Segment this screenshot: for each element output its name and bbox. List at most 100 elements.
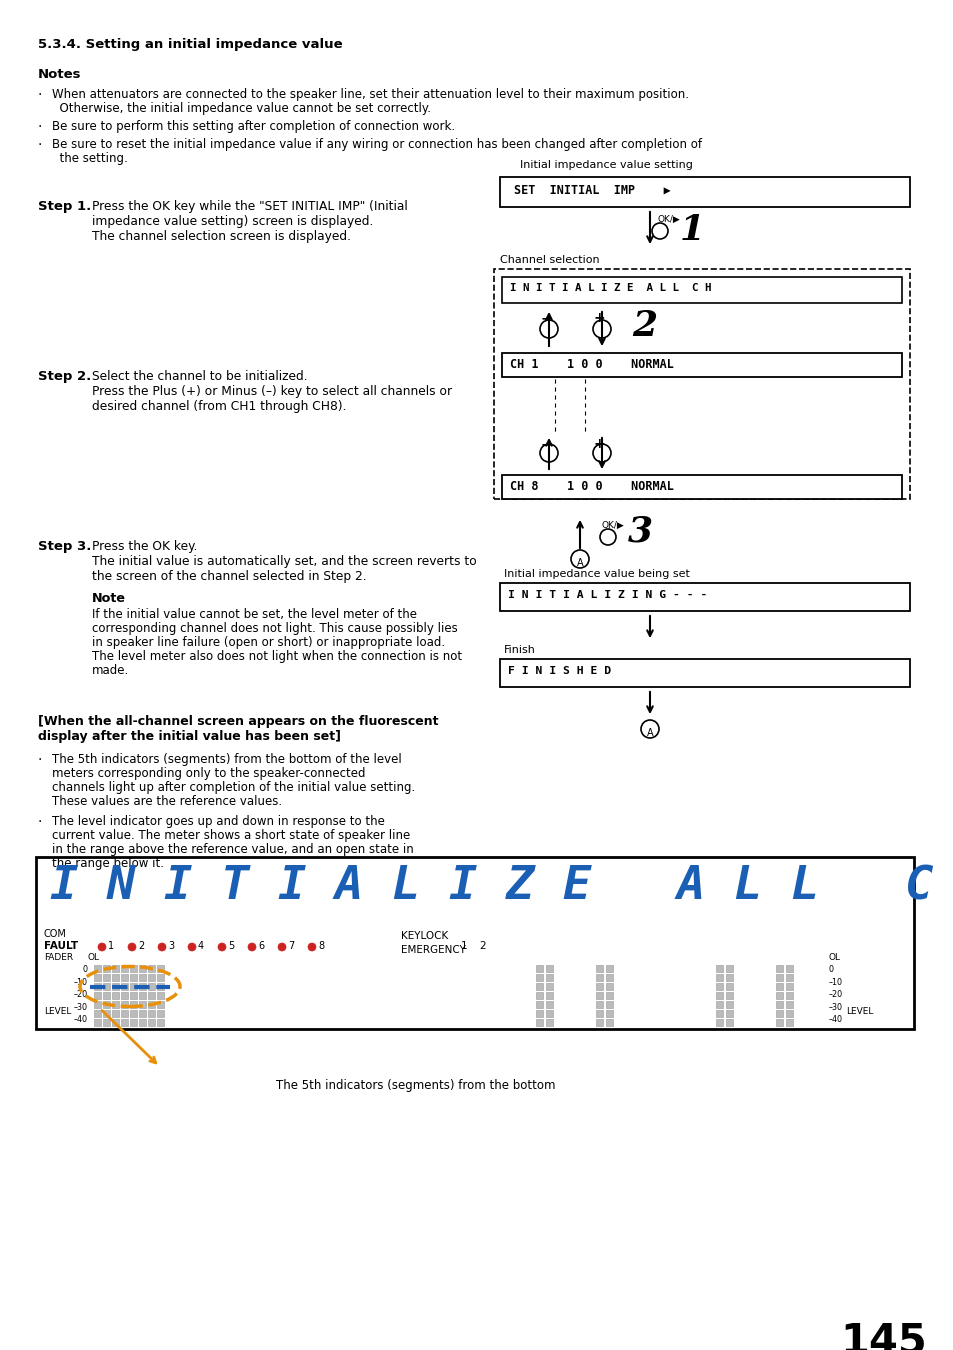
FancyBboxPatch shape [94,965,101,972]
Text: A: A [646,728,653,738]
Text: corresponding channel does not light. This cause possibly lies: corresponding channel does not light. Th… [91,622,457,634]
Text: 8: 8 [317,941,324,950]
FancyBboxPatch shape [148,1000,154,1008]
FancyBboxPatch shape [121,1019,128,1026]
Text: ·: · [38,138,42,153]
FancyBboxPatch shape [103,1019,110,1026]
Text: Be sure to perform this setting after completion of connection work.: Be sure to perform this setting after co… [52,120,455,134]
FancyBboxPatch shape [545,973,553,981]
Circle shape [188,944,195,950]
Text: ·: · [38,88,42,103]
FancyBboxPatch shape [112,965,119,972]
Text: The initial value is automatically set, and the screen reverts to: The initial value is automatically set, … [91,555,476,568]
FancyBboxPatch shape [157,1019,164,1026]
Text: I N I T I A L I Z E  A L L  C H: I N I T I A L I Z E A L L C H [510,284,711,293]
Text: 3: 3 [627,514,653,549]
Text: Notes: Notes [38,68,81,81]
Text: 0: 0 [828,965,833,973]
FancyBboxPatch shape [596,1019,602,1026]
Text: ·: · [38,753,42,767]
Text: display after the initial value has been set]: display after the initial value has been… [38,730,340,742]
Text: Channel selection: Channel selection [499,255,599,265]
FancyBboxPatch shape [716,1010,722,1017]
Text: OL: OL [828,953,841,963]
FancyBboxPatch shape [112,992,119,999]
Text: –10: –10 [828,977,842,987]
Text: Step 1.: Step 1. [38,200,91,213]
Text: I N I T I A L I Z I N G - - -: I N I T I A L I Z I N G - - - [507,590,706,599]
FancyBboxPatch shape [785,983,792,990]
FancyBboxPatch shape [103,973,110,981]
Text: A: A [577,558,583,568]
Text: 2: 2 [478,941,485,950]
FancyBboxPatch shape [536,1010,542,1017]
FancyBboxPatch shape [716,1019,722,1026]
FancyBboxPatch shape [605,1010,613,1017]
FancyBboxPatch shape [596,1010,602,1017]
FancyBboxPatch shape [545,1000,553,1008]
Text: 2: 2 [631,309,657,343]
FancyBboxPatch shape [157,992,164,999]
Text: When attenuators are connected to the speaker line, set their attenuation level : When attenuators are connected to the sp… [52,88,688,101]
FancyBboxPatch shape [536,992,542,999]
Text: LEVEL: LEVEL [845,1007,872,1017]
Text: current value. The meter shows a short state of speaker line: current value. The meter shows a short s… [52,829,410,842]
FancyBboxPatch shape [716,983,722,990]
FancyBboxPatch shape [130,1000,137,1008]
Text: 7: 7 [288,941,294,950]
FancyBboxPatch shape [121,965,128,972]
Text: Initial impedance value setting: Initial impedance value setting [519,161,692,170]
FancyBboxPatch shape [716,973,722,981]
FancyBboxPatch shape [157,965,164,972]
Text: 4: 4 [198,941,204,950]
Text: the setting.: the setting. [52,153,128,165]
FancyBboxPatch shape [775,983,782,990]
FancyBboxPatch shape [725,973,732,981]
FancyBboxPatch shape [775,992,782,999]
FancyBboxPatch shape [148,992,154,999]
Text: Finish: Finish [503,645,536,655]
FancyBboxPatch shape [157,973,164,981]
FancyBboxPatch shape [596,992,602,999]
FancyBboxPatch shape [725,965,732,972]
Text: 145: 145 [840,1320,925,1350]
FancyBboxPatch shape [605,965,613,972]
FancyBboxPatch shape [112,1019,119,1026]
Text: 5: 5 [228,941,234,950]
Text: –30: –30 [74,1003,88,1011]
FancyBboxPatch shape [545,965,553,972]
FancyBboxPatch shape [148,983,154,990]
FancyBboxPatch shape [536,1000,542,1008]
FancyBboxPatch shape [716,1000,722,1008]
Text: Be sure to reset the initial impedance value if any wiring or connection has bee: Be sure to reset the initial impedance v… [52,138,701,151]
FancyBboxPatch shape [112,983,119,990]
Text: −: − [540,437,552,451]
FancyBboxPatch shape [545,1010,553,1017]
FancyBboxPatch shape [94,1019,101,1026]
FancyBboxPatch shape [139,1000,146,1008]
FancyBboxPatch shape [775,973,782,981]
FancyBboxPatch shape [130,992,137,999]
Text: 1: 1 [460,941,467,950]
FancyBboxPatch shape [596,983,602,990]
Text: Otherwise, the initial impedance value cannot be set correctly.: Otherwise, the initial impedance value c… [52,103,431,115]
FancyBboxPatch shape [785,1019,792,1026]
Text: SET  INITIAL  IMP    ▶: SET INITIAL IMP ▶ [514,184,670,197]
FancyBboxPatch shape [596,973,602,981]
FancyBboxPatch shape [596,1000,602,1008]
FancyBboxPatch shape [501,277,901,302]
Text: FADER: FADER [44,953,73,963]
Text: The 5th indicators (segments) from the bottom of the level: The 5th indicators (segments) from the b… [52,753,401,765]
FancyBboxPatch shape [148,1019,154,1026]
FancyBboxPatch shape [605,973,613,981]
Text: Select the channel to be initialized.: Select the channel to be initialized. [91,370,307,383]
Text: 1: 1 [108,941,114,950]
FancyBboxPatch shape [725,1019,732,1026]
FancyBboxPatch shape [725,983,732,990]
FancyBboxPatch shape [157,1000,164,1008]
Text: If the initial value cannot be set, the level meter of the: If the initial value cannot be set, the … [91,608,416,621]
Text: 6: 6 [257,941,264,950]
FancyBboxPatch shape [130,965,137,972]
Circle shape [158,944,166,950]
FancyBboxPatch shape [501,475,901,500]
